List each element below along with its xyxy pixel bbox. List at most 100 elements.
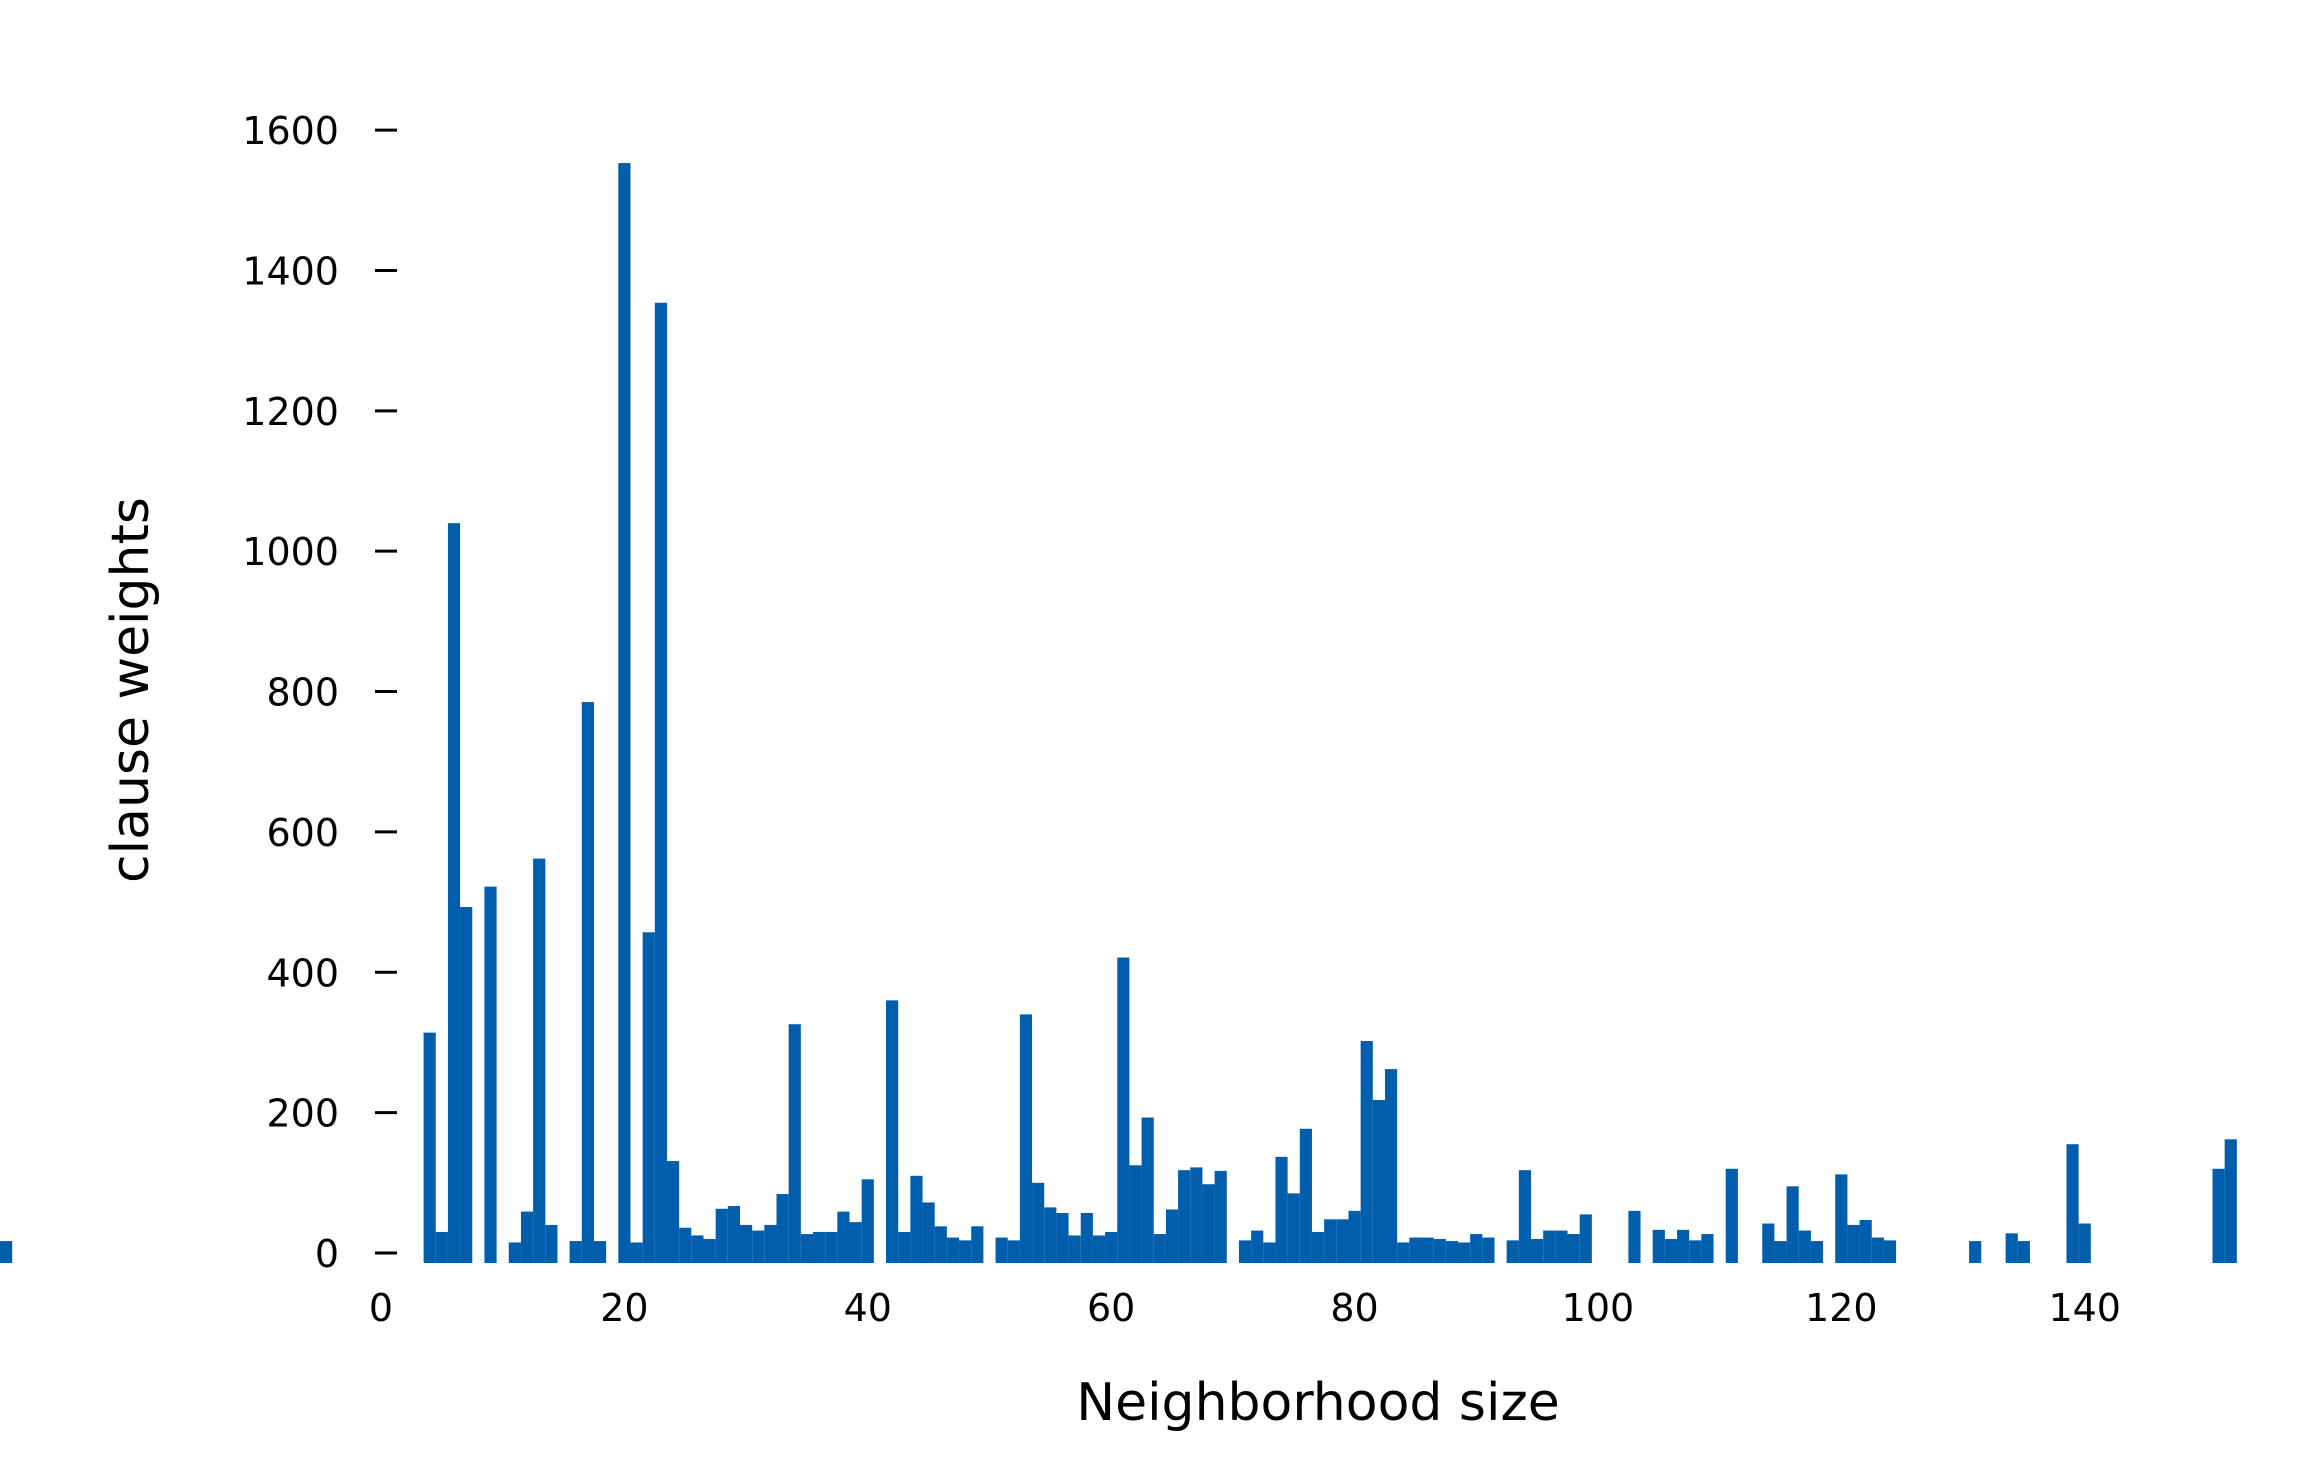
bar	[1762, 1223, 1775, 1263]
bar	[1019, 1014, 1033, 1263]
bar	[1518, 1170, 1532, 1263]
bar	[460, 907, 473, 1263]
x-tick-label: 100	[1562, 1286, 1635, 1330]
bar	[959, 1240, 972, 1263]
bar	[1774, 1241, 1787, 1263]
bar	[666, 1161, 680, 1263]
bar	[545, 1224, 558, 1263]
bar	[1165, 1209, 1179, 1263]
bar	[618, 163, 631, 1263]
bar	[1238, 1240, 1252, 1263]
bar	[1141, 1117, 1154, 1263]
bar	[1153, 1234, 1166, 1263]
bar	[788, 1024, 801, 1263]
y-tick-label: 1200	[242, 390, 339, 434]
bar	[1372, 1100, 1385, 1263]
bar	[1397, 1242, 1410, 1263]
bar	[520, 1211, 534, 1263]
bar	[679, 1227, 692, 1263]
bar	[0, 1241, 13, 1263]
bar	[1324, 1219, 1337, 1263]
bar	[825, 1231, 838, 1263]
bar	[1859, 1220, 1872, 1263]
bar	[1190, 1167, 1203, 1263]
bar	[1543, 1230, 1556, 1263]
bar	[946, 1237, 960, 1263]
bar	[1384, 1069, 1398, 1263]
bar	[727, 1205, 740, 1263]
x-axis-label: Neighborhood size	[1076, 1373, 1560, 1433]
bar	[423, 1032, 436, 1263]
bar	[654, 302, 667, 1264]
bar	[861, 1179, 874, 1263]
bar	[1482, 1237, 1495, 1263]
bar	[484, 886, 497, 1263]
x-tick-label: 60	[1087, 1286, 1135, 1330]
bar	[739, 1224, 753, 1263]
bar	[1044, 1207, 1057, 1263]
bar	[2066, 1144, 2079, 1263]
y-tick-label: 0	[315, 1232, 339, 1276]
bar	[1080, 1212, 1093, 1263]
bar	[971, 1226, 984, 1263]
bar	[691, 1235, 704, 1263]
bar	[1470, 1234, 1483, 1263]
bar	[533, 858, 546, 1263]
bar	[898, 1231, 911, 1263]
bar	[1433, 1238, 1446, 1263]
bar	[910, 1175, 923, 1263]
bar	[2224, 1139, 2237, 1263]
x-tick-label: 40	[844, 1286, 892, 1330]
bar	[569, 1241, 582, 1263]
bar	[1056, 1212, 1069, 1263]
bar	[1567, 1234, 1580, 1263]
bar	[1664, 1238, 1678, 1263]
bar	[1311, 1231, 1325, 1263]
bar	[922, 1202, 935, 1263]
bar	[1117, 957, 1130, 1263]
bar	[1579, 1214, 1592, 1263]
bar	[1178, 1170, 1191, 1263]
bar	[1129, 1165, 1142, 1263]
bar	[1348, 1210, 1361, 1263]
bar	[1275, 1156, 1288, 1263]
y-tick-label: 1400	[242, 249, 339, 293]
bar	[1457, 1242, 1471, 1263]
bar	[886, 1000, 899, 1263]
bar	[1555, 1230, 1568, 1263]
bar	[1092, 1235, 1106, 1263]
bar	[715, 1208, 728, 1263]
bar	[1652, 1229, 1665, 1263]
bar	[2005, 1233, 2018, 1263]
bar	[1007, 1240, 1020, 1263]
x-tick-label: 140	[2048, 1286, 2121, 1330]
bar	[764, 1224, 777, 1263]
bar	[1883, 1240, 1897, 1263]
bar	[508, 1242, 521, 1263]
bar	[2212, 1168, 2225, 1263]
bar	[642, 932, 655, 1263]
y-tick-label: 1000	[242, 530, 339, 574]
bar	[1360, 1041, 1373, 1263]
y-tick-label: 1600	[242, 109, 339, 153]
bar	[1299, 1128, 1312, 1263]
bar	[837, 1211, 850, 1263]
bar	[435, 1231, 448, 1263]
x-tick-label: 20	[600, 1286, 648, 1330]
bar	[800, 1234, 814, 1263]
bar	[752, 1230, 765, 1263]
bar	[593, 1241, 607, 1263]
bar	[1032, 1182, 1045, 1263]
bar	[2017, 1241, 2030, 1263]
bar	[995, 1237, 1008, 1263]
bar	[1810, 1241, 1824, 1263]
bar	[1871, 1237, 1884, 1263]
bar	[1263, 1242, 1276, 1263]
x-tick-label: 120	[1805, 1286, 1878, 1330]
bar	[1214, 1170, 1227, 1263]
bar	[1701, 1234, 1714, 1263]
bar	[1847, 1224, 1860, 1263]
y-tick-label: 200	[266, 1092, 339, 1136]
bar	[1105, 1231, 1118, 1263]
